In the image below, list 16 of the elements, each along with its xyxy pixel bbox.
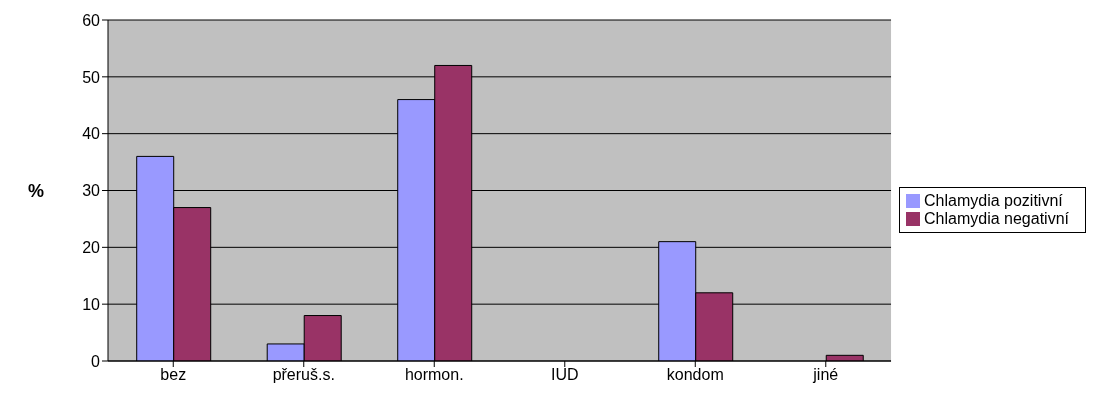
x-tick-label: jiné xyxy=(812,366,839,384)
y-tick-label: 40 xyxy=(82,125,101,143)
y-tick-label: 30 xyxy=(82,182,101,200)
y-tick-label: 20 xyxy=(82,239,101,257)
x-tick-label: přeruš.s. xyxy=(272,366,335,384)
y-axis-title: % xyxy=(27,180,44,201)
x-tick-label: bez xyxy=(160,366,187,384)
legend-label: Chlamydia negativní xyxy=(924,209,1069,227)
y-tick-label: 10 xyxy=(82,295,101,313)
x-tick-label: kondom xyxy=(666,366,724,384)
x-tick-label: hormon. xyxy=(404,366,464,384)
legend-label: Chlamydia pozitivní xyxy=(924,191,1063,209)
y-tick-label: 50 xyxy=(82,68,101,86)
y-tick-label: 0 xyxy=(91,352,101,370)
x-tick-label: IUD xyxy=(550,366,579,384)
y-tick-label: 60 xyxy=(82,11,101,29)
